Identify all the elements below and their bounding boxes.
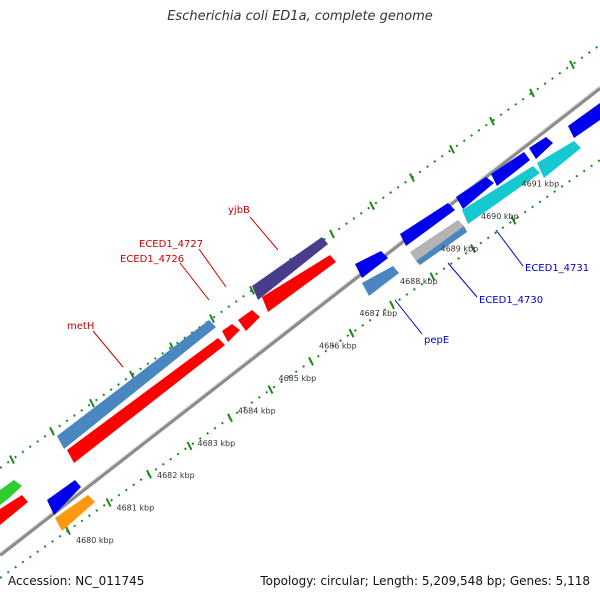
major-tick [186, 441, 193, 451]
gene-eced1-4731-cyan [462, 166, 540, 224]
major-tick [146, 469, 152, 479]
major-tick [9, 455, 15, 464]
major-tick [227, 413, 233, 423]
major-tick [129, 370, 135, 380]
major-tick [409, 173, 415, 182]
gene-blue-upper-2 [456, 177, 494, 209]
gene-blue-upper-5 [568, 103, 600, 138]
backbone-highlight [0, 85, 600, 554]
gene-blue-lower-left [47, 480, 81, 515]
label-eced1-4727: ECED1_4727 [139, 239, 203, 250]
gene-eced1-4727-red [238, 310, 260, 331]
gene-blue-upper-3 [491, 152, 530, 186]
major-tick [267, 385, 274, 394]
callout-eced1-4726 [179, 262, 210, 301]
backbone-line [0, 86, 600, 557]
major-tick [49, 426, 55, 436]
tick-label: 4683 kbp [198, 439, 236, 448]
gene-orange [55, 495, 95, 531]
tick-label: 4689 kbp [441, 244, 479, 253]
label-pepE: pepE [424, 335, 449, 346]
callout-yjbB [249, 216, 279, 251]
tick-label: 4690 kbp [481, 212, 519, 221]
tick-label: 4688 kbp [400, 277, 438, 286]
inner-dotted-rail [0, 159, 600, 579]
tick-label: 4691 kbp [522, 180, 560, 189]
gene-blue-upper-4 [529, 137, 553, 159]
major-tick [89, 398, 95, 408]
major-tick [470, 244, 476, 253]
tick-label: 4684 kbp [238, 406, 276, 415]
callout-pepE [394, 299, 423, 335]
label-eced1-4726: ECED1_4726 [120, 254, 184, 265]
label-yjbB: yjbB [228, 205, 250, 216]
tick-label: 4682 kbp [157, 471, 195, 480]
tick-label: 4686 kbp [319, 342, 357, 351]
gene-red-lower-left [0, 495, 28, 525]
topology-summary: Topology: circular; Length: 5,209,548 bp… [260, 574, 590, 588]
callout-metH [92, 330, 124, 368]
major-tick [249, 285, 255, 295]
major-tick [449, 144, 455, 154]
gene-green [0, 480, 22, 505]
callout-eced1-4727 [198, 248, 227, 288]
gene-cyan-right [537, 141, 581, 178]
tick-label: 4685 kbp [279, 374, 317, 383]
major-tick [429, 272, 436, 282]
major-tick [348, 328, 355, 338]
gene-eced1-4730-steelblue [416, 226, 467, 265]
major-ticks [9, 60, 575, 536]
major-tick [209, 314, 215, 323]
label-eced1-4730: ECED1_4730 [479, 295, 543, 306]
major-tick [389, 300, 395, 310]
gene-red-lower-long [67, 338, 225, 463]
map-title: Escherichia coli ED1a, complete genome [167, 9, 433, 24]
major-tick [308, 356, 314, 366]
callout-eced1-4731 [495, 229, 524, 267]
major-tick [489, 116, 495, 126]
gene-blue-upper-1 [400, 203, 455, 246]
tick-label: 4680 kbp [76, 536, 114, 545]
major-tick [369, 201, 375, 211]
major-tick [569, 60, 575, 70]
tick-label: 4687 kbp [360, 309, 398, 318]
major-tick [510, 215, 517, 225]
gene-eced1-4726-red [222, 324, 240, 342]
tick-labels: 4680 kbp 4681 kbp 4682 kbp 4683 kbp 4684 kbp… [76, 180, 559, 545]
tick-label: 4681 kbp [117, 504, 155, 513]
gene-red-lower-mid [262, 255, 336, 312]
major-tick [65, 526, 71, 536]
label-metH: metH [67, 321, 94, 332]
gene-pepE-steelblue [362, 266, 399, 296]
label-eced1-4731: ECED1_4731 [525, 263, 589, 274]
major-tick [329, 229, 335, 239]
gene-eced1-4730-grey [410, 220, 464, 261]
gene-yjbB-purple [252, 237, 328, 300]
major-tick [105, 497, 112, 507]
major-tick [529, 88, 535, 98]
gene-metH-steelblue [57, 320, 216, 449]
gene-blue-lower-mid [355, 251, 388, 278]
callout-eced1-4730 [447, 262, 478, 298]
accession-text: Accession: NC_011745 [8, 574, 145, 588]
